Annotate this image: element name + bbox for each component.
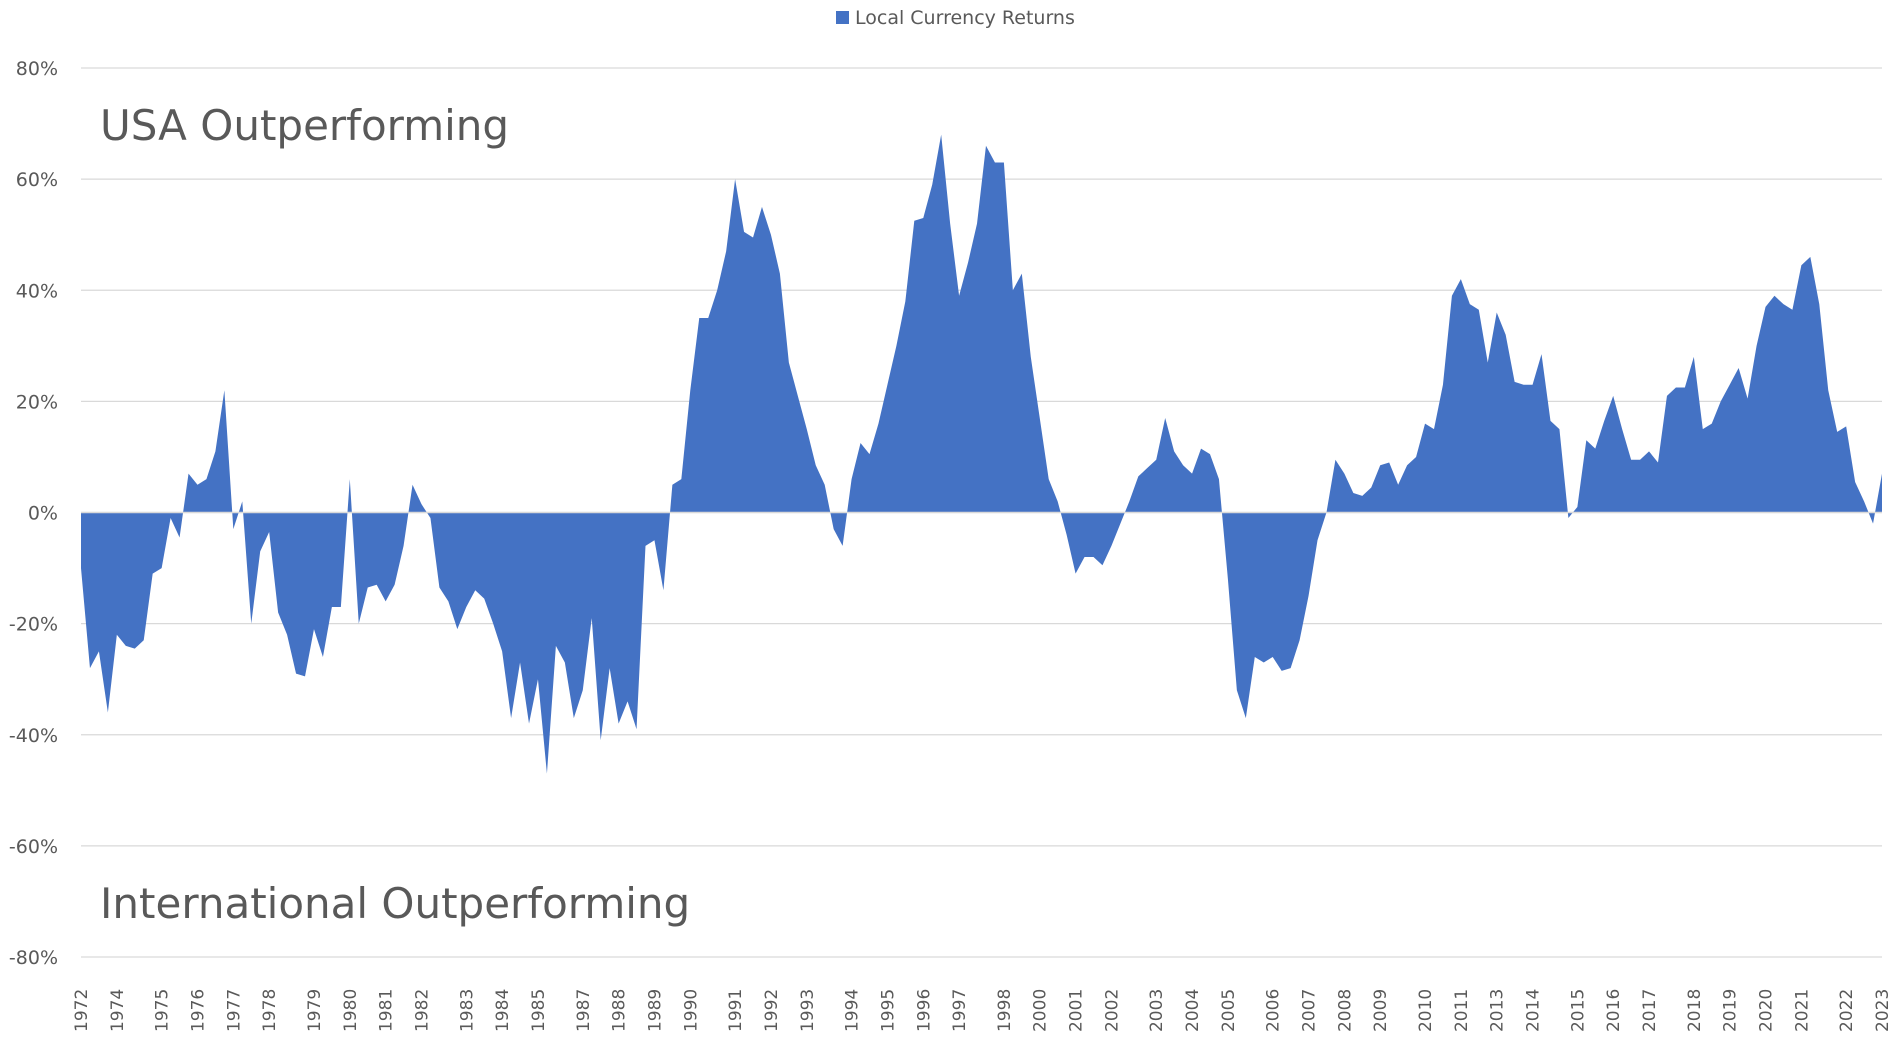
x-tick-label: 1996 — [914, 989, 934, 1032]
y-tick-label: 0% — [28, 503, 58, 525]
x-tick-label: 2016 — [1604, 989, 1624, 1032]
x-tick-label: 2000 — [1031, 989, 1051, 1032]
x-tick-label: 1983 — [457, 989, 477, 1032]
x-tick-label: 2015 — [1568, 989, 1588, 1032]
x-tick-label: 2005 — [1219, 989, 1239, 1032]
y-tick-label: 80% — [16, 58, 58, 80]
legend-swatch — [836, 11, 849, 24]
x-tick-label: 2001 — [1067, 989, 1087, 1032]
x-tick-label: 1982 — [412, 989, 432, 1032]
x-tick-label: 2020 — [1757, 989, 1777, 1032]
x-tick-label: 2006 — [1264, 989, 1284, 1032]
x-tick-label: 1975 — [153, 989, 173, 1032]
x-tick-label: 1977 — [224, 989, 244, 1032]
x-tick-label: 2013 — [1488, 989, 1508, 1032]
plot: -80% -60% -40% -20% 0% 20% 40% 60% 80% 1972 1974 19… — [9, 7, 1893, 1032]
x-tick-label: 2003 — [1147, 989, 1167, 1032]
x-tick-label: 1985 — [529, 989, 549, 1032]
x-tick-label: 1987 — [574, 989, 594, 1032]
annotation: USA Outperforming — [100, 101, 509, 150]
x-tick-label: 1991 — [726, 989, 746, 1032]
x-tick-label: 1992 — [762, 989, 782, 1032]
x-tick-label: 1979 — [305, 989, 325, 1032]
x-tick-label: 2011 — [1452, 989, 1472, 1032]
x-tick-label: 2014 — [1524, 989, 1544, 1032]
x-tick-label: 1990 — [681, 989, 701, 1032]
x-tick-label: 2023 — [1873, 989, 1893, 1032]
legend-label: Local Currency Returns — [855, 7, 1075, 29]
x-tick-label: 2002 — [1102, 989, 1122, 1032]
x-tick-label: 2009 — [1371, 989, 1391, 1032]
x-tick-label: 1988 — [610, 989, 630, 1032]
x-tick-label: 1997 — [950, 989, 970, 1032]
x-tick-label: 1994 — [843, 989, 863, 1032]
x-tick-label: 1981 — [377, 989, 397, 1032]
x-tick-label: 2022 — [1837, 989, 1857, 1032]
y-tick-label: -40% — [9, 725, 58, 747]
x-tick-label: 2018 — [1685, 989, 1705, 1032]
x-tick-label: 1989 — [645, 989, 665, 1032]
x-tick-label: 2019 — [1721, 989, 1741, 1032]
x-tick-label: 1984 — [493, 989, 513, 1032]
x-tick-label: 2021 — [1792, 989, 1812, 1032]
x-tick-label: 1993 — [798, 989, 818, 1032]
x-tick-label: 1995 — [878, 989, 898, 1032]
x-tick-label: 1998 — [995, 989, 1015, 1032]
x-tick-label: 2004 — [1183, 989, 1203, 1032]
y-tick-label: 20% — [16, 391, 58, 413]
x-tick-label: 1976 — [188, 989, 208, 1032]
x-tick-label: 1978 — [260, 989, 280, 1032]
x-tick-label: 1974 — [108, 989, 128, 1032]
x-tick-label: 2007 — [1300, 989, 1320, 1032]
x-tick-label: 2017 — [1640, 989, 1660, 1032]
annotation: International Outperforming — [100, 879, 690, 928]
x-tick-label: 2008 — [1335, 989, 1355, 1032]
x-tick-label: 1980 — [341, 989, 361, 1032]
y-tick-label: -80% — [9, 947, 58, 969]
x-tick-label: 1972 — [72, 989, 92, 1032]
y-tick-label: 40% — [16, 280, 58, 302]
y-tick-label: 60% — [16, 169, 58, 191]
x-tick-label: 2010 — [1416, 989, 1436, 1032]
area — [81, 134, 1882, 774]
y-tick-label: -60% — [9, 836, 58, 858]
y-tick-label: -20% — [9, 614, 58, 636]
